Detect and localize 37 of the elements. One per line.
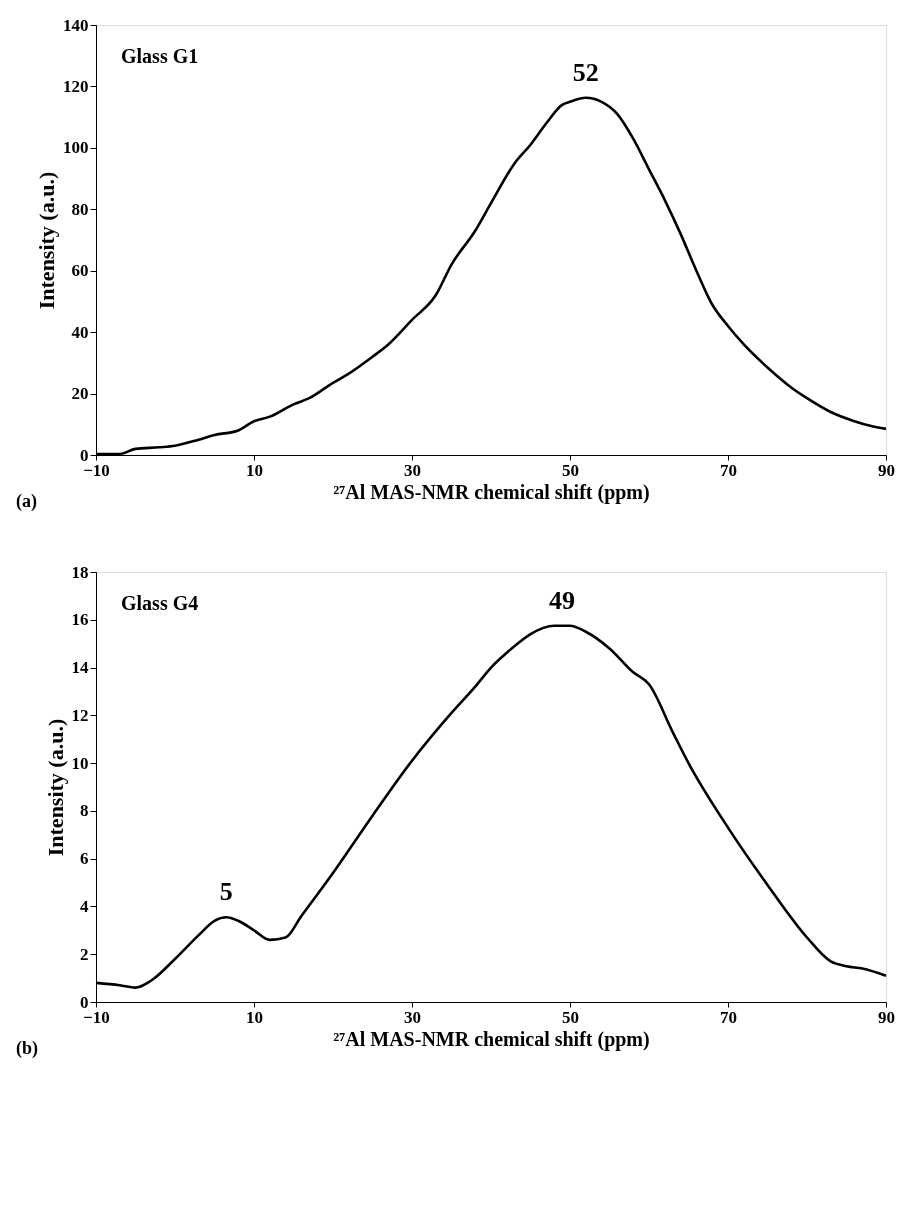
x-axis-title: ²⁷Al MAS-NMR chemical shift (ppm) xyxy=(333,480,650,504)
y-tick-label: 4 xyxy=(80,896,89,916)
x-tick-label: 50 xyxy=(562,460,579,480)
text: (b) xyxy=(16,1038,38,1059)
y-tick-label: 40 xyxy=(71,322,89,342)
y-tick-label: 12 xyxy=(71,705,89,725)
y-axis-title: Intensity (a.u.) xyxy=(34,171,59,310)
x-tick-label: 10 xyxy=(246,1007,263,1027)
y-tick-label: 60 xyxy=(71,261,89,281)
y-tick-label: 14 xyxy=(71,658,89,678)
annotation: 52 xyxy=(572,57,599,87)
y-tick-label: 18 xyxy=(71,562,89,582)
y-tick-label: 140 xyxy=(63,15,89,35)
y-tick-label: 20 xyxy=(71,384,89,404)
annotation: 49 xyxy=(549,585,576,615)
y-tick-label: 80 xyxy=(71,199,89,219)
y-tick-label: 100 xyxy=(63,138,89,158)
x-axis-title: ²⁷Al MAS-NMR chemical shift (ppm) xyxy=(333,1027,650,1051)
y-tick-label: 8 xyxy=(80,801,89,821)
x-tick-label: 30 xyxy=(404,460,421,480)
y-tick-label: 16 xyxy=(71,610,89,630)
annotation: Glass G4 xyxy=(121,592,199,614)
x-tick-label: 90 xyxy=(878,1007,895,1027)
y-tick-label: 10 xyxy=(71,753,89,773)
x-tick-label: 30 xyxy=(404,1007,421,1027)
y-axis-title: Intensity (a.u.) xyxy=(42,718,68,857)
annotation: Glass G1 xyxy=(121,45,199,67)
text: (a) xyxy=(16,491,37,512)
annotation: 5 xyxy=(219,877,233,907)
y-tick-label: 6 xyxy=(80,849,89,869)
x-tick-label: 70 xyxy=(720,460,737,480)
x-tick-label: 90 xyxy=(878,460,895,480)
x-tick-label: 10 xyxy=(246,460,263,480)
y-tick-label: 2 xyxy=(80,944,89,964)
x-tick-label: 50 xyxy=(562,1007,579,1027)
y-tick-label: 120 xyxy=(63,76,89,96)
x-tick-label: 70 xyxy=(720,1007,737,1027)
